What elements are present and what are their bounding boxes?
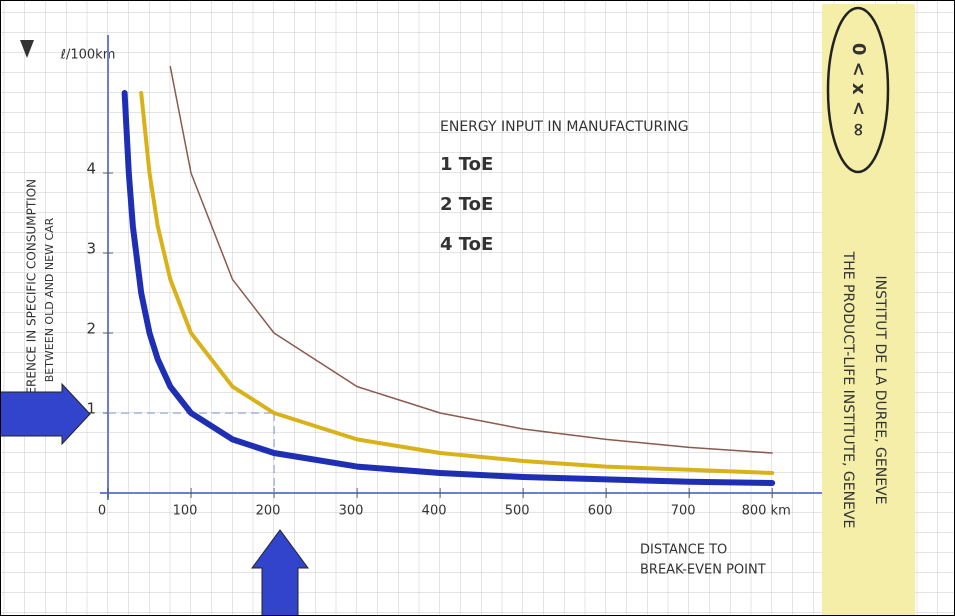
x-axis-label: DISTANCE TO xyxy=(640,543,727,558)
x-tick-label: 600 xyxy=(588,504,613,519)
sidebar-line: THE PRODUCT-LIFE INSTITUTE, GENEVE xyxy=(840,251,856,529)
y-unit: ℓ/100km xyxy=(60,48,116,63)
plot: 0 100 200 300 400 500 600 700 800 km 1 2 3 4 1 ToE 2 T… xyxy=(86,65,791,519)
arrow xyxy=(0,382,91,446)
legend-entry: 1 ToE xyxy=(440,154,493,175)
marker xyxy=(20,40,34,58)
y-axis-label: BETWEEN OLD AND NEW CAR xyxy=(43,217,56,382)
y-tick-label: 1 xyxy=(86,400,96,418)
y-axis-label: DIFFERENCE IN SPECIFIC CONSUMPTION xyxy=(25,179,39,421)
sidebar xyxy=(822,4,915,616)
y-tick-label: 4 xyxy=(86,160,96,178)
x-tick-label: 200 xyxy=(256,504,281,519)
arrow xyxy=(251,529,309,616)
x-tick-label: 400 xyxy=(422,504,447,519)
legend-entry: 4 ToE xyxy=(440,234,493,255)
series-line xyxy=(139,91,775,475)
x-tick-label: 500 xyxy=(505,504,530,519)
y-tick-label: 2 xyxy=(86,320,96,338)
x-tick-label: 0 xyxy=(98,504,106,519)
series-line xyxy=(169,65,773,454)
x-tick-label: 100 xyxy=(173,504,198,519)
x-tick-label: 700 xyxy=(671,504,696,519)
sidebar-line: INSTITUT DE LA DUREE, GENEVE xyxy=(872,276,888,505)
legend-entry: 2 ToE xyxy=(440,194,493,215)
x-tick-label: 300 xyxy=(339,504,364,519)
x-axis-label: BREAK-EVEN POINT xyxy=(640,563,766,578)
x-tick-label: 800 km xyxy=(742,504,791,519)
series-line xyxy=(121,90,776,486)
y-tick-label: 3 xyxy=(86,240,96,258)
logo-ring xyxy=(826,6,890,174)
legend-title: ENERGY INPUT IN MANUFACTURING xyxy=(440,119,689,135)
logo: 0 < x < ∞ xyxy=(848,43,869,137)
